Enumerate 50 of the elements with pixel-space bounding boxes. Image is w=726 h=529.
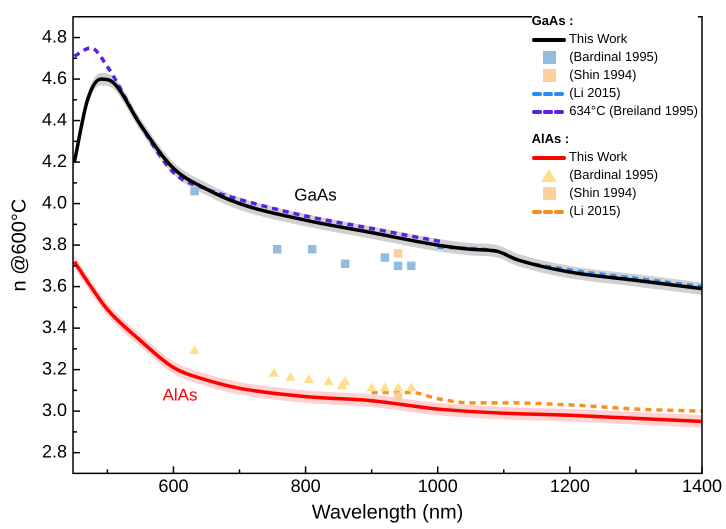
point: [272, 245, 282, 254]
legend-label: (Shin 1994): [569, 185, 636, 200]
annotation: GaAs :: [532, 12, 574, 30]
point: [268, 368, 280, 377]
point: [366, 382, 377, 392]
point: [380, 382, 390, 392]
x-tick-label: 1200: [550, 476, 590, 496]
y-tick-label: 4.4: [42, 110, 68, 130]
point: [394, 392, 402, 401]
annotation: GaAs: [294, 186, 337, 205]
point: [190, 186, 199, 196]
point: [394, 262, 402, 270]
text: 3.0: [42, 400, 68, 420]
point: [394, 249, 402, 258]
text: 4.0: [42, 192, 68, 213]
y-axis-title: n @600°C: [8, 198, 31, 292]
point: [340, 260, 350, 268]
point: [285, 372, 296, 381]
y-tick-label: 4.2: [42, 151, 68, 172]
legend-label: This Work: [568, 149, 628, 164]
y-tick-label: 4.8: [42, 26, 68, 47]
point: [406, 382, 416, 392]
legend-label: (Bardinal 1995): [569, 49, 658, 64]
x-tick-label: 600: [158, 476, 188, 496]
y-tick-label: 2.8: [42, 442, 68, 462]
legend-label: (Li 2015): [569, 203, 621, 218]
y-tick-label: 3.2: [42, 358, 68, 379]
legend-label: (Shin 1994): [569, 67, 636, 82]
x-axis-title: Wavelength (nm): [312, 502, 464, 524]
point: [304, 374, 314, 384]
point: [392, 382, 404, 392]
y-tick-label: 3.6: [42, 276, 68, 296]
x-tick-label: 1400: [682, 476, 722, 496]
legend-label: This Work: [568, 31, 628, 46]
point: [380, 253, 390, 262]
point: [308, 245, 316, 254]
line-series: [436, 245, 702, 288]
point: [324, 376, 334, 386]
legend-label: (Bardinal 1995): [569, 167, 658, 182]
y-tick-label: 3.4: [42, 317, 68, 338]
y-tick-label: 3.8: [42, 234, 68, 254]
point: [189, 344, 200, 354]
x-tick-label: 1000: [418, 476, 458, 496]
annotation: AlAs :: [532, 130, 570, 148]
legend-label: (Li 2015): [569, 85, 621, 100]
legend-label: 634°C (Breiland 1995): [569, 103, 698, 118]
annotation: AlAs: [162, 386, 198, 405]
point: [407, 262, 416, 270]
y-tick-label: 4.6: [42, 68, 68, 88]
x-tick-label: 800: [290, 476, 321, 496]
